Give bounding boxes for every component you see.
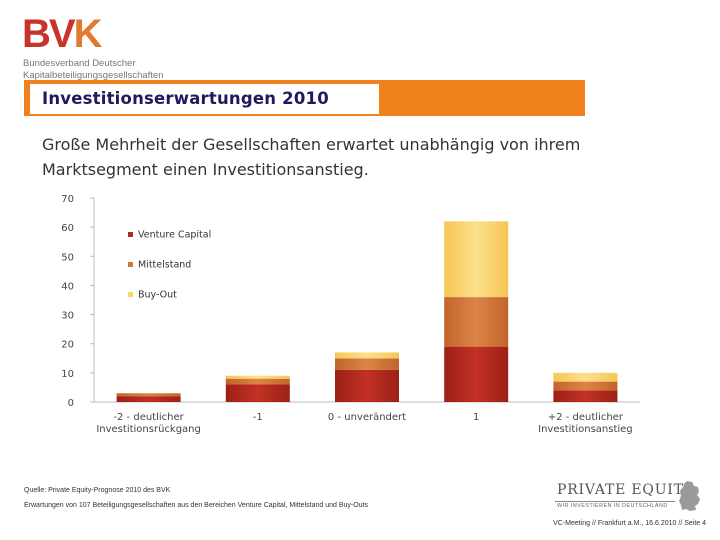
legend-swatch	[128, 262, 133, 267]
pe-logo-text: PRIVATE EQUITY	[557, 482, 694, 498]
bvk-logo-line2: Kapitalbeteiligungsgesellschaften	[23, 70, 164, 81]
legend-swatch	[128, 232, 133, 237]
x-tick-label: 0 - unverändert	[328, 412, 406, 423]
bar-segment	[444, 221, 509, 298]
bar-segment	[444, 346, 509, 402]
y-tick-label: 30	[61, 311, 74, 322]
y-tick-label: 60	[61, 223, 74, 234]
x-tick-label: -1	[253, 412, 263, 423]
private-equity-logo: PRIVATE EQUITY WIR INVESTIEREN IN DEUTSC…	[553, 480, 703, 512]
pe-logo-divider	[555, 501, 675, 502]
legend-label: Mittelstand	[138, 260, 191, 271]
x-tick-label: +2 - deutlicher	[548, 412, 624, 423]
bar-segment	[225, 375, 290, 379]
x-tick-label: Investitionsanstieg	[538, 424, 633, 435]
y-tick-label: 20	[61, 340, 74, 351]
legend-label: Venture Capital	[138, 230, 211, 241]
x-tick-label: -2 - deutlicher	[113, 412, 184, 423]
bar-segment	[335, 352, 399, 359]
y-tick-label: 70	[61, 194, 74, 205]
bvk-logo-line1: Bundesverband Deutscher	[23, 58, 136, 69]
y-tick-label: 40	[61, 281, 74, 292]
legend-swatch	[128, 292, 133, 297]
y-tick-label: 10	[61, 369, 74, 380]
bar-segment	[225, 384, 290, 402]
title-box	[30, 84, 379, 114]
bar-segment	[225, 378, 290, 385]
y-tick-label: 0	[68, 398, 74, 409]
slide-footer: VC-Meeting // Frankfurt a.M., 16.6.2010 …	[553, 520, 706, 527]
x-tick-label: 1	[473, 412, 479, 423]
page-title: Investitionserwartungen 2010	[42, 89, 329, 108]
bar-segment	[335, 358, 399, 370]
bar-segment	[116, 396, 181, 402]
investment-chart: 0 10 20 30 40 50 60 70 -2 - deutlicher Investitio…	[50, 188, 650, 452]
bar-segment	[116, 393, 181, 397]
bvk-logo: BVK Bundesverband Deutscher Kapitalbetei…	[22, 12, 164, 81]
bar-segment	[335, 369, 399, 402]
bar-segment	[444, 297, 509, 347]
germany-map-icon	[679, 481, 700, 511]
x-tick-label: Investitionsrückgang	[96, 424, 201, 435]
source-detail: Erwartungen von 107 Beteiligungsgesellsc…	[24, 502, 368, 509]
bvk-logo-mark: BVK	[22, 12, 102, 56]
bar-segment	[553, 390, 618, 402]
legend-label: Buy-Out	[138, 290, 177, 301]
y-tick-label: 50	[61, 252, 74, 263]
pe-logo-tagline: WIR INVESTIEREN IN DEUTSCHLAND	[557, 503, 668, 509]
source-note: Quelle: Private Equity-Prognose 2010 des…	[24, 487, 171, 494]
bar-segment	[553, 381, 618, 391]
bar-segment	[553, 372, 618, 382]
slide-subtitle: Große Mehrheit der Gesellschaften erwart…	[42, 135, 581, 179]
